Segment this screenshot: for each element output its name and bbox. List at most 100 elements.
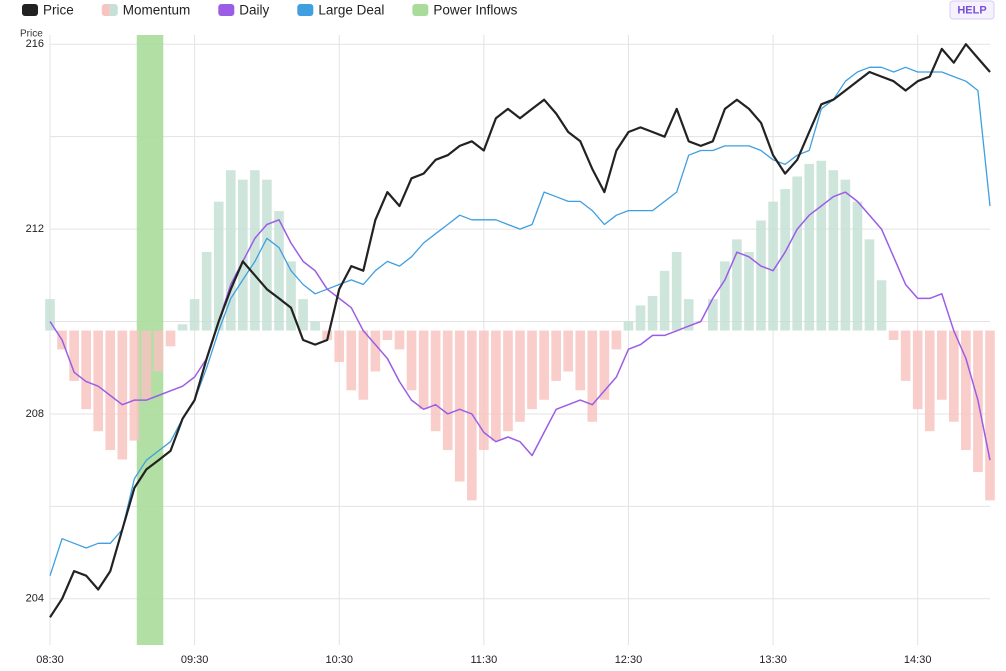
momentum-bar <box>924 330 935 432</box>
momentum-bar <box>153 330 164 372</box>
momentum-bar <box>659 270 670 331</box>
x-tick-label: 14:30 <box>904 654 932 666</box>
momentum-bar <box>141 330 152 400</box>
momentum-bar <box>466 330 477 501</box>
momentum-bar <box>792 176 802 331</box>
momentum-bar <box>310 321 320 331</box>
momentum-bar <box>527 330 537 410</box>
x-tick-label: 09:30 <box>181 654 209 666</box>
momentum-bar <box>732 239 742 331</box>
plot-layer <box>45 35 995 645</box>
legend-swatch <box>101 4 110 16</box>
momentum-bar <box>900 330 911 381</box>
legend-label: Momentum <box>123 3 191 18</box>
x-tick-label: 13:30 <box>759 654 787 666</box>
momentum-bar <box>961 330 971 451</box>
momentum-bar <box>864 239 875 331</box>
momentum-bar <box>671 251 682 331</box>
help-button[interactable] <box>949 0 995 20</box>
momentum-bar <box>177 324 188 331</box>
momentum-bar <box>69 330 79 381</box>
momentum-bar <box>442 330 453 451</box>
momentum-bar <box>346 330 357 391</box>
momentum-bar <box>551 330 561 381</box>
momentum-bar <box>876 280 887 331</box>
momentum-bar <box>430 330 441 432</box>
momentum-bar <box>491 330 501 441</box>
legend-swatch <box>412 4 429 16</box>
momentum-bar <box>804 163 815 331</box>
x-tick-label: 11:30 <box>470 654 497 666</box>
momentum-bar <box>515 330 525 422</box>
momentum-bar <box>780 189 790 331</box>
momentum-bar <box>756 220 766 331</box>
momentum-bar <box>611 330 622 350</box>
legend-label: Large Deal <box>318 3 384 18</box>
y-tick-label: 204 <box>26 593 44 605</box>
momentum-bar <box>683 299 694 331</box>
y-axis-title: Price <box>20 29 43 40</box>
x-tick-label: 08:30 <box>36 654 64 666</box>
legend-label: Daily <box>239 3 269 18</box>
momentum-bar <box>503 330 513 432</box>
momentum-bar <box>563 330 574 372</box>
legend-label: Price <box>43 3 74 18</box>
momentum-bar <box>105 330 116 451</box>
momentum-bar <box>358 330 369 400</box>
series-line <box>49 43 991 618</box>
momentum-bar <box>454 330 465 482</box>
momentum-bar <box>587 330 598 422</box>
legend-swatch <box>22 4 38 16</box>
momentum-bar <box>394 330 405 350</box>
x-tick-label: 12:30 <box>615 654 643 666</box>
legend-swatch <box>297 4 314 16</box>
momentum-bar <box>165 330 176 347</box>
momentum-bar <box>479 330 489 451</box>
momentum-bar <box>599 330 610 400</box>
momentum-bar <box>213 201 224 331</box>
momentum-bar <box>201 251 212 331</box>
y-tick-label: 216 <box>26 38 44 50</box>
momentum-bar <box>985 330 995 501</box>
momentum-bar <box>912 330 923 410</box>
momentum-bar <box>720 261 730 331</box>
momentum-bar <box>81 330 91 410</box>
momentum-bar <box>888 330 899 340</box>
momentum-bar <box>286 261 296 331</box>
momentum-bar <box>406 330 417 391</box>
momentum-bar <box>189 299 200 331</box>
momentum-bar <box>129 330 140 441</box>
momentum-bar <box>93 330 104 432</box>
momentum-bar <box>274 211 284 331</box>
momentum-bar <box>238 179 248 331</box>
momentum-bar <box>322 330 332 340</box>
legend-label: Power Inflows <box>433 3 517 18</box>
legend: 204 208 212 216 08:30 09:30 10:30 11:30 12:30 13:… <box>22 3 931 666</box>
momentum-bar <box>225 170 236 331</box>
momentum-bar <box>623 321 634 331</box>
momentum-bar <box>262 179 272 331</box>
momentum-bar <box>936 330 947 400</box>
momentum-bar <box>250 170 260 331</box>
momentum-bar <box>298 299 308 331</box>
momentum-bar <box>816 160 827 331</box>
y-tick-label: 212 <box>26 223 44 235</box>
momentum-bar <box>418 330 429 410</box>
momentum-bar <box>575 330 586 391</box>
momentum-bar <box>852 201 863 331</box>
momentum-bar <box>635 305 646 331</box>
momentum-bar <box>382 330 393 340</box>
momentum-bar <box>117 330 128 460</box>
momentum-bar <box>370 330 381 372</box>
momentum-bar <box>768 201 778 331</box>
momentum-bar <box>334 330 345 363</box>
momentum-bar <box>45 299 55 331</box>
momentum-bar <box>647 295 658 331</box>
momentum-bar <box>744 251 754 331</box>
legend-swatch <box>109 4 118 16</box>
legend-swatch <box>218 4 235 16</box>
help-label[interactable]: HELP <box>957 4 986 16</box>
y-tick-label: 208 <box>26 408 44 420</box>
